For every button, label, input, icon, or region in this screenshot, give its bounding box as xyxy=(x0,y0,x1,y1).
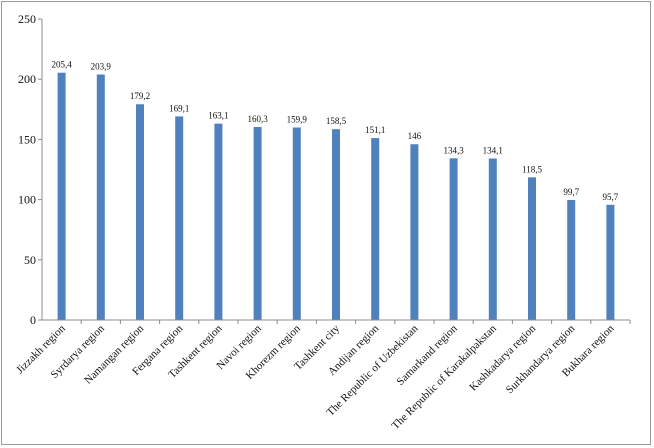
y-tick-label: 200 xyxy=(18,72,36,86)
value-label-9: 151,1 xyxy=(365,125,385,135)
category-label-13: Kashkadarya region xyxy=(467,322,538,393)
bar-10 xyxy=(410,144,419,320)
bar-4 xyxy=(175,116,184,321)
y-tick-label: 250 xyxy=(18,12,36,26)
value-label-14: 99,7 xyxy=(563,187,579,197)
y-tick-label: 150 xyxy=(18,132,36,146)
bar-9 xyxy=(371,138,380,320)
bars xyxy=(57,72,615,321)
bar-5 xyxy=(214,123,223,321)
bar-11 xyxy=(449,158,458,320)
category-label-14: Surkhandarya region xyxy=(504,322,578,396)
bar-2 xyxy=(96,74,105,321)
bar-3 xyxy=(136,104,144,321)
bar-12 xyxy=(488,158,497,320)
value-label-3: 179,2 xyxy=(130,91,150,101)
value-label-4: 169,1 xyxy=(169,103,189,113)
value-label-15: 95,7 xyxy=(603,192,619,202)
bar-14 xyxy=(567,199,576,320)
y-axis: 0 50 100 150 200 250 xyxy=(18,12,43,327)
value-labels: 205,4 203,9 179,2 169,1 163,1 160,3 159,9 158,5… xyxy=(51,60,618,202)
value-label-12: 134,1 xyxy=(483,146,503,156)
value-label-6: 160,3 xyxy=(247,114,268,124)
bar-1 xyxy=(57,72,66,321)
bar-7 xyxy=(292,127,301,320)
value-label-11: 134,3 xyxy=(443,145,464,155)
bar-15 xyxy=(606,204,615,320)
value-label-5: 163,1 xyxy=(208,111,228,121)
value-label-8: 158,5 xyxy=(326,116,347,126)
value-label-2: 203,9 xyxy=(91,62,112,72)
value-label-7: 159,9 xyxy=(287,114,308,124)
value-label-13: 118,5 xyxy=(522,164,542,174)
y-tick-label: 100 xyxy=(18,193,36,207)
y-tick-label: 50 xyxy=(24,253,36,267)
bar-6 xyxy=(253,126,262,320)
value-label-10: 146 xyxy=(408,131,422,141)
value-label-1: 205,4 xyxy=(51,60,72,70)
bar-8 xyxy=(332,129,340,320)
bar-13 xyxy=(528,177,536,320)
y-tick-label: 0 xyxy=(30,313,36,327)
